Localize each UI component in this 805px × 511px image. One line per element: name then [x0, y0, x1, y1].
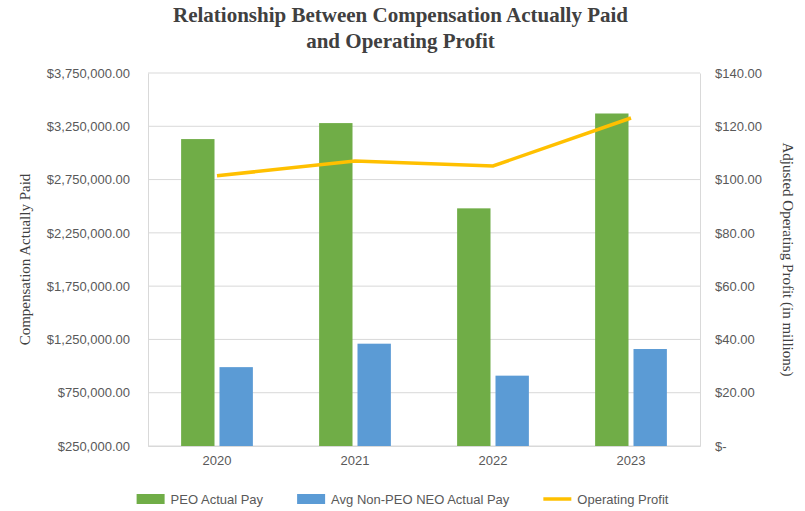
tick-label: $1,250,000.00 — [47, 332, 130, 347]
legend-label: PEO Actual Pay — [171, 492, 264, 507]
legend-swatch — [543, 497, 571, 501]
tick-label: $3,750,000.00 — [47, 66, 130, 81]
legend-item: PEO Actual Pay — [137, 492, 264, 507]
tick-label: $1,750,000.00 — [47, 279, 130, 294]
tick-label: $40.00 — [715, 332, 755, 347]
tick-label: $2,750,000.00 — [47, 172, 130, 187]
bar — [495, 376, 528, 446]
bar — [633, 349, 666, 446]
tick-label: $60.00 — [715, 279, 755, 294]
tick-label: $20.00 — [715, 385, 755, 400]
tick-label: $100.00 — [715, 172, 762, 187]
y2-axis-title: Adjusted Operating Profit (in millions) — [779, 142, 796, 376]
bar — [319, 123, 352, 446]
tick: $- — [700, 439, 727, 454]
chart: $250,000.00 $750,000.00 $1,250,000.00 $1,75… — [0, 0, 805, 511]
tick: 2023 — [617, 446, 646, 468]
legend-item: Operating Profit — [543, 492, 668, 507]
tick-label: $120.00 — [715, 119, 762, 134]
bar — [357, 344, 390, 446]
tick-label: 2022 — [479, 453, 508, 468]
tick-label: $3,250,000.00 — [47, 119, 130, 134]
tick: $2,750,000.00 — [47, 172, 148, 187]
tick: 2022 — [479, 446, 508, 468]
tick: $40.00 — [700, 332, 755, 347]
tick: $120.00 — [700, 119, 762, 134]
bar — [595, 113, 628, 446]
tick-label: 2020 — [203, 453, 232, 468]
bar — [457, 208, 490, 446]
tick-label: $250,000.00 — [58, 439, 130, 454]
tick: $3,250,000.00 — [47, 119, 148, 134]
axis-line — [148, 74, 149, 447]
tick: $1,250,000.00 — [47, 332, 148, 347]
axis-line — [700, 74, 701, 447]
bar — [181, 139, 214, 446]
tick: $100.00 — [700, 172, 762, 187]
y-axis-title: Compensation Actually Paid — [17, 173, 33, 345]
line — [217, 118, 631, 176]
legend: PEO Actual Pay Avg Non-PEO NEO Actual Pay… — [137, 492, 669, 507]
x-axis: 2020 2021 2022 2023 — [149, 446, 701, 468]
legend-swatch — [297, 494, 325, 504]
legend-swatch — [137, 494, 165, 504]
tick-label: $2,250,000.00 — [47, 226, 130, 241]
tick-label: $- — [715, 439, 727, 454]
title: Relationship Between Compensation Actual… — [173, 3, 628, 27]
tick: $1,750,000.00 — [47, 279, 148, 294]
tick: $20.00 — [700, 385, 755, 400]
tick: $2,250,000.00 — [47, 226, 148, 241]
legend-item: Avg Non-PEO NEO Actual Pay — [297, 492, 510, 507]
tick-label: 2021 — [341, 453, 370, 468]
tick-label: $140.00 — [715, 66, 762, 81]
tick-label: $80.00 — [715, 226, 755, 241]
y-axis: $250,000.00 $750,000.00 $1,250,000.00 $1,75… — [47, 66, 149, 454]
tick: $60.00 — [700, 279, 755, 294]
tick: $80.00 — [700, 226, 755, 241]
y2-axis: $- $20.00 $40.00 $60.00 $80.00 $100.00 $120.00… — [700, 66, 762, 454]
tick: $3,750,000.00 — [47, 66, 148, 81]
bar — [219, 367, 252, 446]
legend-label: Operating Profit — [577, 492, 668, 507]
tick-label: 2023 — [617, 453, 646, 468]
plot-area — [181, 113, 667, 446]
tick: $140.00 — [700, 66, 762, 81]
tick: $250,000.00 — [58, 439, 148, 454]
tick: $750,000.00 — [58, 385, 148, 400]
grid — [148, 73, 700, 446]
tick-label: $750,000.00 — [58, 385, 130, 400]
grid-line — [148, 73, 700, 74]
axis-line — [149, 446, 701, 447]
tick: 2021 — [341, 446, 370, 468]
legend-label: Avg Non-PEO NEO Actual Pay — [331, 492, 510, 507]
tick: 2020 — [203, 446, 232, 468]
title: and Operating Profit — [306, 29, 495, 53]
